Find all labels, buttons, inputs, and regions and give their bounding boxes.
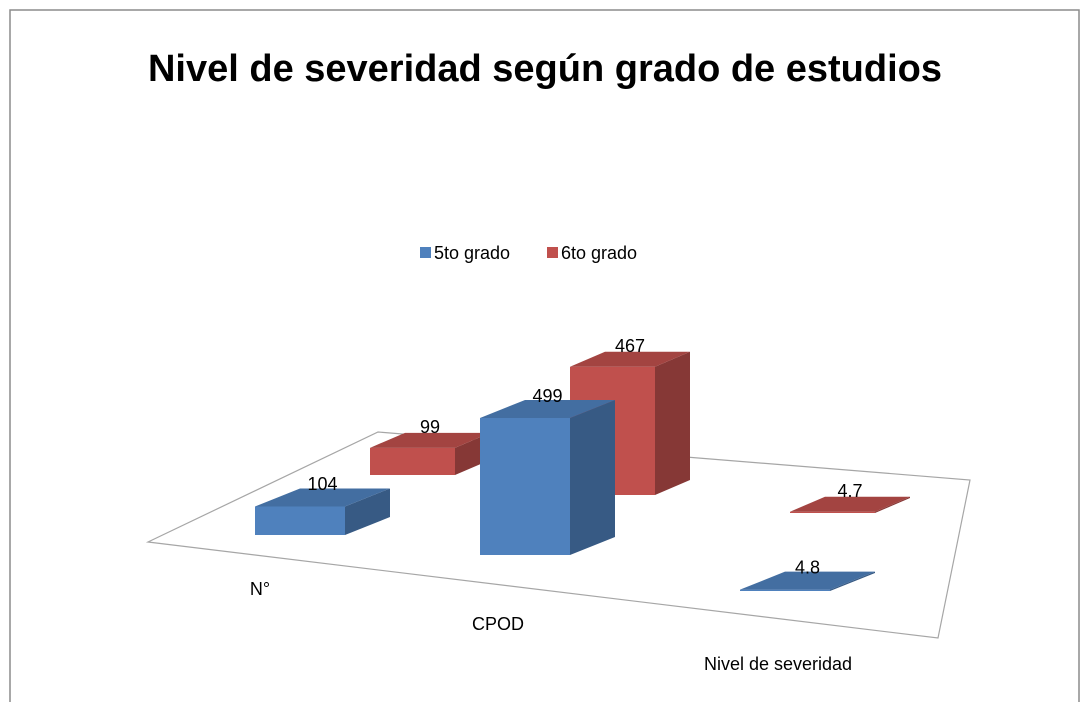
bar-front — [740, 589, 830, 591]
data-label: 4.7 — [837, 481, 862, 501]
bar — [740, 571, 875, 591]
data-label: 99 — [420, 417, 440, 437]
bar-front — [790, 511, 875, 513]
bar-side — [875, 496, 910, 513]
legend-swatch — [547, 247, 558, 258]
x-tick-label: Nivel de severidad — [704, 654, 852, 674]
chart-frame — [9, 9, 1080, 702]
bar-top — [255, 488, 390, 507]
bar-side — [655, 351, 690, 495]
legend-label: 5to grado — [434, 243, 510, 263]
bar-front — [370, 447, 455, 475]
chart-title: Nivel de severidad según grado de estudi… — [147, 48, 942, 90]
bar-side — [570, 400, 615, 555]
legend-swatch — [420, 247, 431, 258]
bar — [480, 400, 615, 555]
bar-top — [480, 400, 615, 418]
legend-label: 6to grado — [561, 243, 637, 263]
bar-top — [570, 351, 690, 367]
bar-top — [370, 432, 490, 448]
data-label: 104 — [307, 474, 337, 494]
bar-side — [345, 488, 390, 535]
x-tick-label: CPOD — [472, 614, 524, 634]
data-label: 499 — [532, 386, 562, 406]
x-tick-label: N° — [250, 579, 270, 599]
bar-front — [480, 418, 570, 555]
data-label: 4.8 — [795, 557, 820, 577]
bar-top — [740, 571, 875, 590]
data-label: 467 — [615, 336, 645, 356]
bar-front — [255, 506, 345, 535]
bar — [255, 488, 390, 535]
bar-top — [790, 496, 910, 512]
bar-side — [830, 571, 875, 591]
bar — [790, 496, 910, 513]
